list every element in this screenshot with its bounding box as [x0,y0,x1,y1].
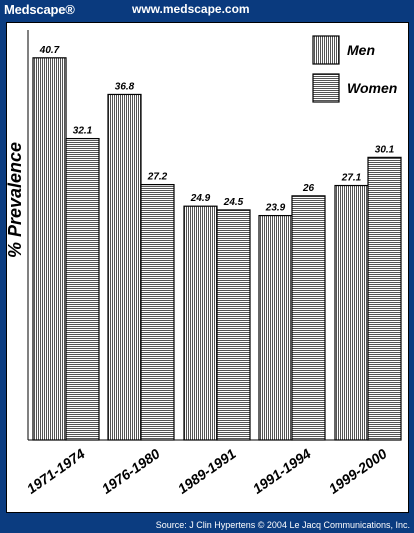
value-labels: 40.7 32.1 36.8 27.2 24.9 24.5 23.9 26 27.1 30.1 [39,45,395,214]
legend-label-men: Men [347,42,375,58]
bar-men-0 [32,57,67,441]
value-label-women-2: 24.5 [223,197,244,208]
x-tick-label-3: 1991-1994 [250,445,314,497]
value-label-men-1: 36.8 [115,81,135,92]
value-label-men-4: 27.1 [341,173,362,184]
bar-women-1 [140,183,175,441]
y-axis-label: % Prevalence [5,142,25,258]
value-label-women-0: 32.1 [73,126,93,137]
legend: Men Women [312,35,397,103]
value-label-men-0: 40.7 [39,45,60,56]
header-bar: Medscape® www.medscape.com [0,0,414,20]
bar-women-0 [65,137,100,441]
bars [32,57,402,441]
source-credit: Source: J Clin Hypertens © 2004 Le Jacq … [155,520,410,530]
bar-men-3 [258,214,293,441]
x-tick-label-4: 1999-2000 [326,445,390,497]
bar-men-1 [107,93,142,441]
value-label-women-1: 27.2 [147,172,168,183]
site-url: www.medscape.com [132,2,250,16]
value-label-women-3: 26 [302,183,315,194]
bar-women-2 [216,209,251,441]
bar-men-4 [334,184,369,441]
legend-swatch-men [312,35,340,65]
x-tick-labels: 1971-1974 1976-1980 1989-1991 1991-1994 1999… [24,445,390,497]
x-tick-label-1: 1976-1980 [99,445,163,497]
bar-men-2 [183,205,218,441]
x-tick-label-0: 1971-1974 [24,445,88,497]
bar-women-4 [367,156,402,441]
legend-label-women: Women [347,80,397,96]
bar-women-3 [291,195,326,441]
value-label-men-2: 24.9 [190,193,211,204]
value-label-women-4: 30.1 [375,144,395,155]
x-tick-label-2: 1989-1991 [175,445,239,497]
value-label-men-3: 23.9 [265,203,286,214]
medscape-logo: Medscape® [4,2,75,17]
legend-swatch-women [312,73,340,103]
